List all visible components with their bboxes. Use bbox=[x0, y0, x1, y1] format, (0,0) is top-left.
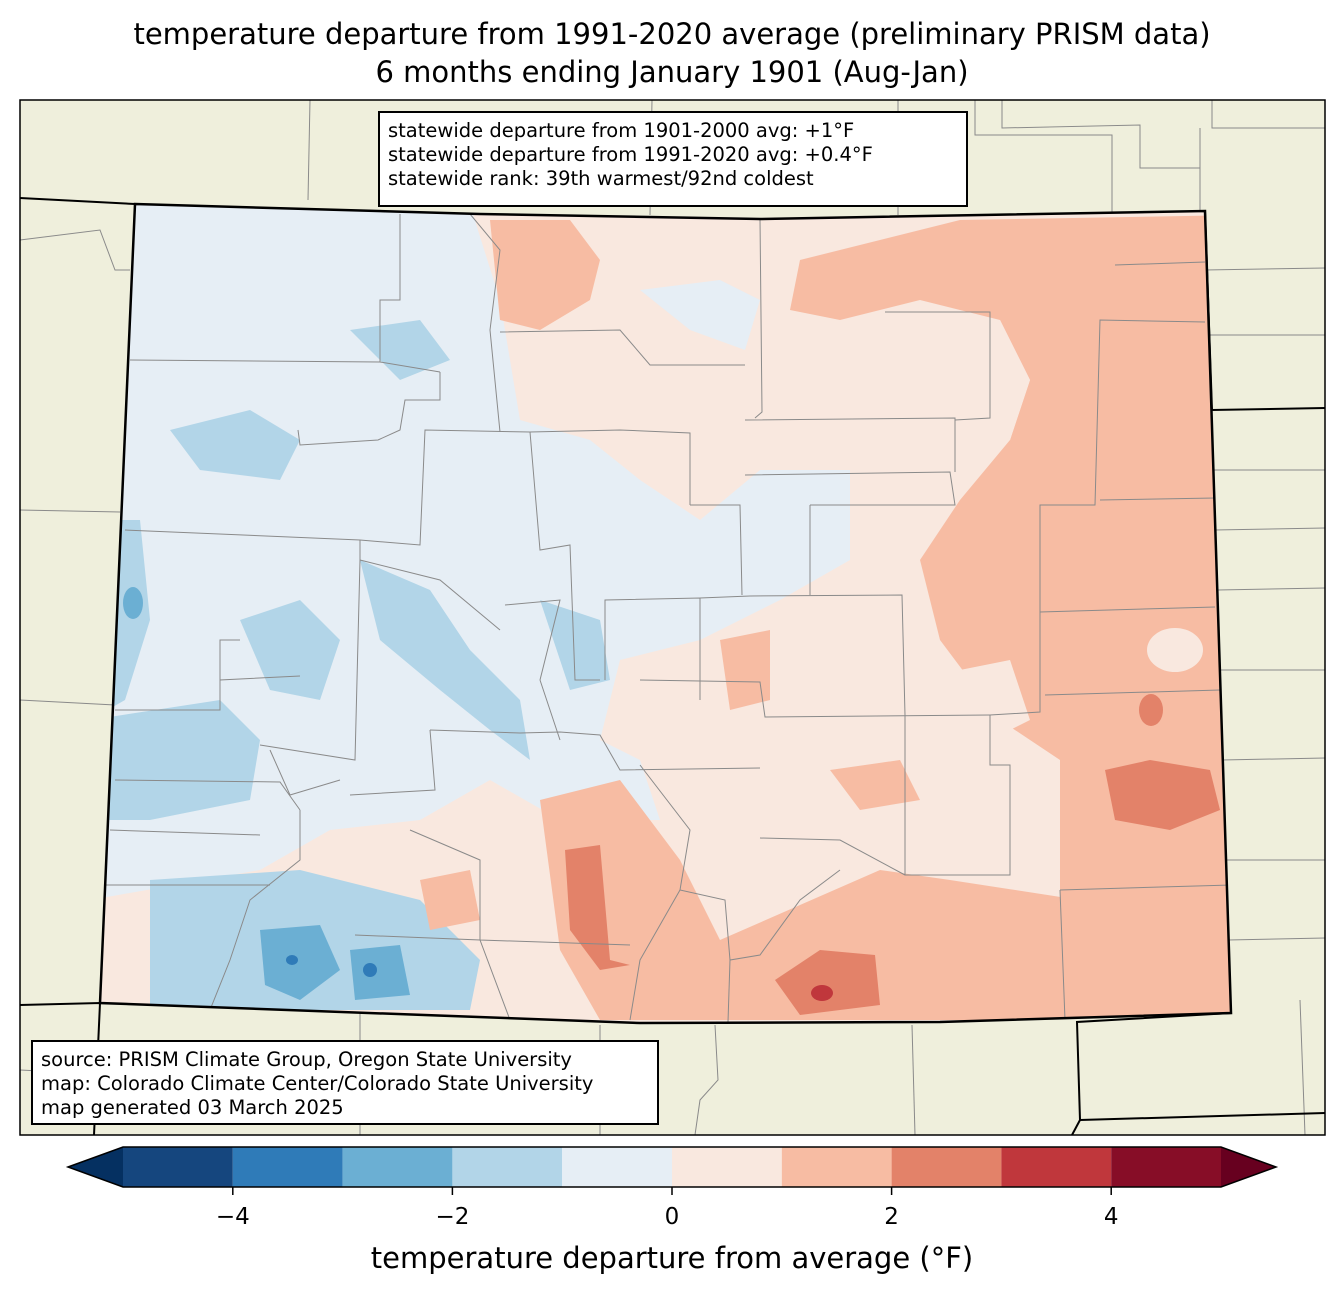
colorbar-bin-3 bbox=[452, 1147, 563, 1187]
colorado-county-lines bbox=[105, 213, 1231, 1023]
colorbar-bin-5 bbox=[672, 1147, 782, 1187]
stats-departure-1991-2020: statewide departure from 1991-2020 avg: … bbox=[388, 143, 873, 166]
statewide-stats-box: statewide departure from 1901-2000 avg: … bbox=[378, 111, 968, 207]
colorbar-bin-8 bbox=[1001, 1147, 1112, 1187]
stats-departure-1901-2000: statewide departure from 1901-2000 avg: … bbox=[388, 119, 855, 142]
colorbar-tick-label: −4 bbox=[215, 1204, 250, 1230]
colorbar-bin-7 bbox=[891, 1147, 1002, 1187]
colorbar-bin-0 bbox=[123, 1147, 233, 1187]
map-frame bbox=[19, 99, 1326, 1136]
colorbar-bin-9 bbox=[1111, 1147, 1221, 1187]
colorado-state-border bbox=[98, 202, 1233, 1025]
colorbar-bin-1 bbox=[232, 1147, 343, 1187]
source-line: source: PRISM Climate Group, Oregon Stat… bbox=[41, 1048, 572, 1071]
map-credit-line: map: Colorado Climate Center/Colorado St… bbox=[41, 1072, 594, 1095]
colorbar-under-arrow bbox=[68, 1147, 123, 1187]
source-box: source: PRISM Climate Group, Oregon Stat… bbox=[31, 1040, 659, 1125]
colorbar-outline bbox=[65, 1146, 1279, 1188]
colorbar-tick-label: −2 bbox=[435, 1204, 470, 1230]
map-title-line2: 6 months ending January 1901 (Aug-Jan) bbox=[375, 55, 969, 89]
colorbar-bin-2 bbox=[342, 1147, 453, 1187]
map-title-line1: temperature departure from 1991-2020 ave… bbox=[133, 17, 1211, 51]
colorbar-over-arrow bbox=[1221, 1147, 1276, 1187]
temperature-field bbox=[100, 204, 1231, 1023]
colorbar-tick-label: 0 bbox=[664, 1204, 680, 1230]
colorbar-bin-6 bbox=[781, 1147, 892, 1187]
colorbar-bin-4 bbox=[562, 1147, 672, 1187]
colorbar-tick-label: 2 bbox=[884, 1204, 899, 1230]
stats-rank: statewide rank: 39th warmest/92nd coldes… bbox=[388, 167, 814, 190]
generated-date-line: map generated 03 March 2025 bbox=[41, 1096, 344, 1119]
colorbar-label: temperature departure from average (°F) bbox=[370, 1241, 974, 1275]
colorbar-tick-label: 4 bbox=[1103, 1204, 1119, 1230]
